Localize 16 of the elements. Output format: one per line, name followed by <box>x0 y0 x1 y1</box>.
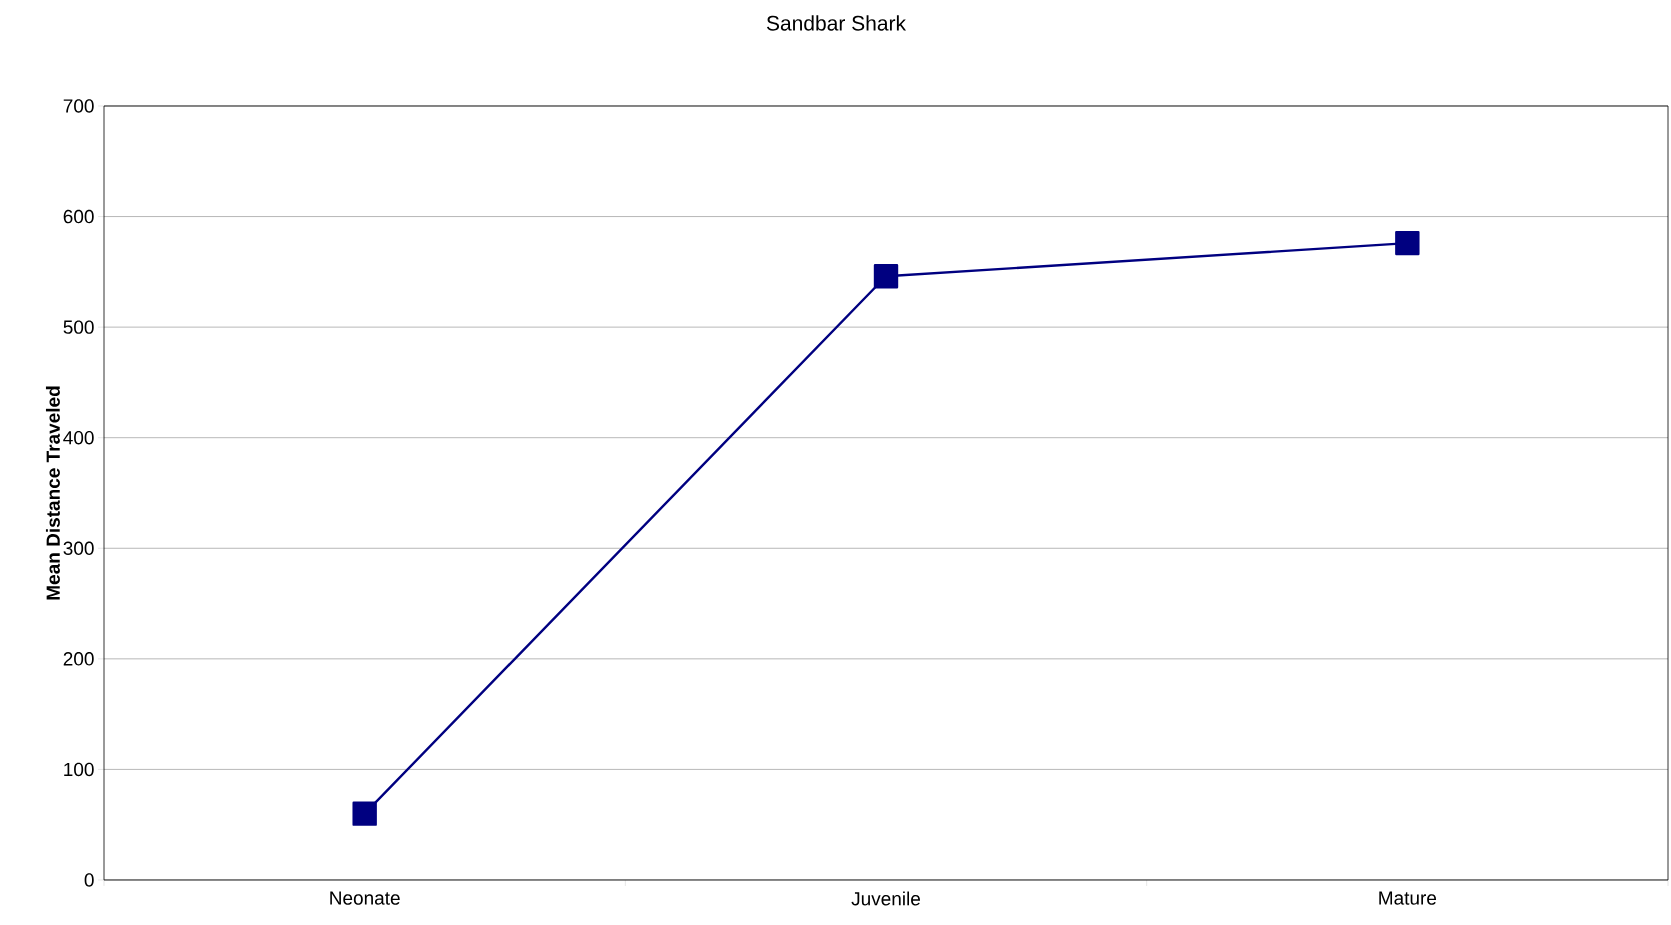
x-tick-label: Mature <box>1379 891 1437 905</box>
y-tick-label: 500 <box>63 320 94 334</box>
point <box>873 264 899 289</box>
x-tick-label: Neonate <box>330 891 400 905</box>
y-tick-label: 100 <box>64 762 94 777</box>
y-tick-label: 400 <box>63 430 94 445</box>
y-axis-title: Mean Distance Traveled <box>45 386 60 600</box>
y-tick-label: 700 <box>63 99 94 113</box>
x-tick-label: Juvenile <box>851 891 920 906</box>
point <box>1395 230 1420 256</box>
point <box>352 801 377 826</box>
chart-title: Sandbar Shark <box>766 15 907 31</box>
y-tick-label: 300 <box>63 541 94 555</box>
y-tick-label: 200 <box>63 652 94 666</box>
y-tick-label: 0 <box>84 873 94 887</box>
y-tick-label: 600 <box>63 209 94 224</box>
